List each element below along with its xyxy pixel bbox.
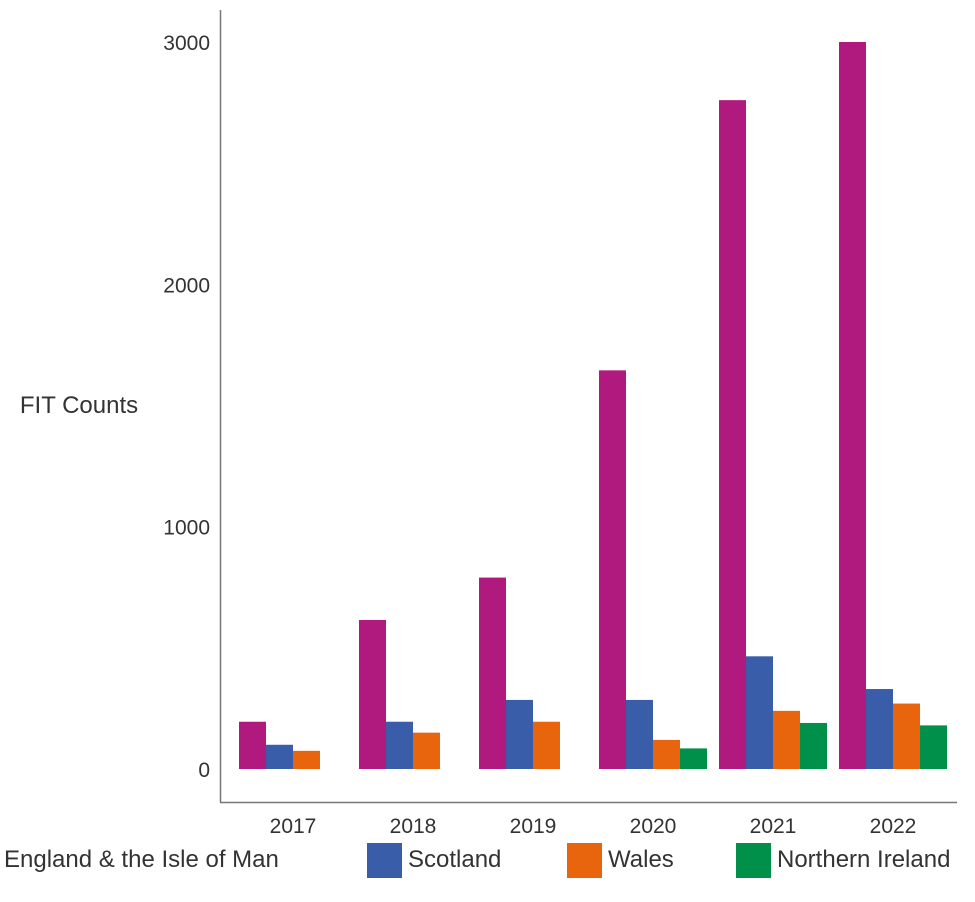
bar-2021-series-0 (719, 100, 746, 769)
y-tick-label: 0 (198, 759, 210, 782)
bar-2022-series-2 (893, 703, 920, 769)
legend-item-wales: Wales (567, 838, 674, 882)
bar-2019-series-1 (506, 699, 533, 769)
x-tick-label: 2017 (270, 815, 317, 838)
legend-item-northern-ireland: Northern Ireland (736, 838, 950, 882)
x-tick-labels: 2017 2018 2019 2020 2021 2022 (270, 815, 917, 838)
x-tick-label: 2019 (510, 815, 557, 838)
bar-2020-series-1 (626, 699, 653, 769)
bar-2018-series-0 (359, 619, 386, 769)
bar-2022-series-0 (839, 42, 866, 769)
legend-label: Wales (608, 846, 674, 873)
bar-2017-series-1 (266, 744, 293, 769)
bar-group (239, 42, 947, 769)
y-axis-label: FIT Counts (20, 392, 138, 419)
bar-2017-series-0 (239, 721, 266, 769)
legend-swatch (567, 842, 602, 878)
bar-2018-series-1 (386, 721, 413, 769)
bar-2020-series-3 (680, 748, 707, 769)
legend-swatch (736, 842, 771, 878)
bar-2017-series-2 (293, 750, 320, 769)
y-tick-labels: 0 1000 2000 3000 (163, 32, 210, 782)
bar-2022-series-1 (866, 689, 893, 769)
legend-label: Scotland (408, 846, 502, 873)
x-tick-label: 2018 (390, 815, 437, 838)
legend-label: England & the Isle of Man (4, 846, 279, 873)
bar-2019-series-2 (533, 721, 560, 769)
bar-2021-series-2 (773, 710, 800, 769)
chart-axes (219, 10, 957, 804)
bar-2018-series-2 (413, 732, 440, 769)
legend-item-scotland: Scotland (367, 838, 501, 882)
bar-2021-series-1 (746, 656, 773, 769)
bar-2020-series-0 (599, 370, 626, 769)
x-tick-label: 2021 (750, 815, 797, 838)
y-tick-label: 2000 (163, 274, 210, 297)
y-tick-label: 1000 (163, 517, 210, 540)
legend-label: Northern Ireland (777, 846, 951, 873)
legend-swatch (367, 842, 402, 878)
x-tick-label: 2020 (630, 815, 677, 838)
bar-2020-series-2 (653, 739, 680, 769)
legend: England & the Isle of Man Scotland Wales… (0, 838, 975, 882)
bar-2022-series-3 (920, 725, 947, 769)
x-tick-label: 2022 (870, 815, 917, 838)
bar-2021-series-3 (800, 722, 827, 769)
bar-2019-series-0 (479, 577, 506, 769)
legend-item-england: England & the Isle of Man (4, 838, 279, 882)
y-tick-label: 3000 (163, 32, 210, 55)
